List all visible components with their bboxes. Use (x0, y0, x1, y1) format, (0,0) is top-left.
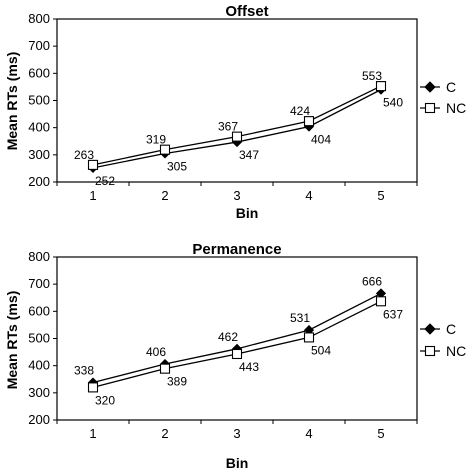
y-tick-label: 300 (28, 147, 50, 162)
chart-panel-permanence: Permanence Bin Mean RTs (ms) 200 300 400 50… (4, 241, 466, 471)
x-tick-label: 2 (161, 426, 168, 441)
y-axis-label: Mean RTs (ms) (4, 52, 20, 151)
chart-title: Permanence (192, 241, 281, 258)
y-tick-label: 700 (28, 38, 50, 53)
y-tick-label: 600 (28, 303, 50, 318)
data-label-nc: 553 (362, 69, 382, 83)
x-axis-label: Bin (236, 205, 259, 221)
legend: C NC (420, 321, 466, 359)
data-label-c: 252 (95, 174, 115, 188)
data-point-nc (375, 296, 387, 307)
legend-marker-nc (424, 345, 436, 357)
legend-label-nc: NC (446, 343, 466, 359)
data-label-nc: 443 (239, 360, 259, 374)
data-label-nc: 263 (74, 148, 94, 162)
data-label-nc: 637 (383, 307, 403, 321)
chart-title: Offset (225, 3, 268, 20)
legend-label-nc: NC (446, 100, 466, 116)
data-label-nc: 320 (95, 393, 115, 407)
y-tick-label: 800 (28, 249, 50, 264)
data-point-nc (231, 348, 243, 360)
data-point-nc (87, 382, 99, 393)
data-point-nc (87, 159, 99, 170)
data-label-c: 406 (146, 345, 166, 359)
plot-area: 200 300 400 500 600 700 800 1 2 3 4 5 252 305 347 404 54… (28, 11, 418, 203)
data-label-nc: 389 (167, 375, 187, 389)
data-label-c: 305 (167, 159, 187, 173)
data-point-nc (303, 116, 315, 127)
y-tick-label: 800 (28, 11, 50, 26)
data-point-nc (159, 363, 171, 374)
y-tick-label: 500 (28, 331, 50, 346)
data-label-nc: 504 (311, 343, 331, 357)
x-tick-label: 1 (89, 188, 96, 203)
data-point-nc (159, 144, 171, 155)
y-tick-label: 400 (28, 120, 50, 135)
data-label-c: 531 (290, 311, 310, 325)
x-tick-label: 5 (377, 188, 384, 203)
y-tick-label: 700 (28, 276, 50, 291)
x-tick-label: 4 (305, 426, 312, 441)
data-point-nc (231, 131, 243, 142)
legend-marker-c (424, 81, 436, 93)
data-label-nc: 367 (218, 120, 238, 134)
x-tick-label: 2 (161, 188, 168, 203)
x-tick-label: 3 (233, 188, 240, 203)
y-tick-label: 600 (28, 65, 50, 80)
legend-marker-c (424, 323, 436, 335)
data-label-c: 462 (218, 330, 238, 344)
plot-area: 200 300 400 500 600 700 800 1 2 3 4 5 338 406 462 531 66… (28, 249, 418, 441)
legend-label-c: C (446, 321, 456, 337)
y-axis-label: Mean RTs (ms) (4, 291, 20, 390)
legend-marker-nc (424, 102, 436, 114)
y-tick-label: 400 (28, 358, 50, 373)
data-label-c: 540 (383, 96, 403, 110)
y-tick-label: 300 (28, 385, 50, 400)
chart-panel-offset: Offset Bin Mean RTs (ms) 200 300 400 500 600… (4, 3, 466, 221)
data-label-nc: 319 (146, 133, 166, 147)
y-tick-label: 200 (28, 174, 50, 189)
legend-label-c: C (446, 79, 456, 95)
data-point-nc (375, 81, 387, 92)
x-tick-label: 5 (377, 426, 384, 441)
y-tick-label: 200 (28, 412, 50, 427)
plot-frame (56, 18, 418, 183)
data-label-nc: 424 (290, 104, 310, 118)
data-label-c: 666 (362, 274, 382, 288)
x-tick-label: 3 (233, 426, 240, 441)
data-label-c: 338 (74, 364, 94, 378)
data-label-c: 347 (239, 148, 259, 162)
y-tick-label: 500 (28, 93, 50, 108)
legend: C NC (420, 79, 466, 116)
x-tick-label: 4 (305, 188, 312, 203)
data-point-nc (303, 332, 315, 343)
data-label-c: 404 (311, 133, 331, 147)
x-axis-label: Bin (226, 455, 249, 471)
x-tick-label: 1 (89, 426, 96, 441)
